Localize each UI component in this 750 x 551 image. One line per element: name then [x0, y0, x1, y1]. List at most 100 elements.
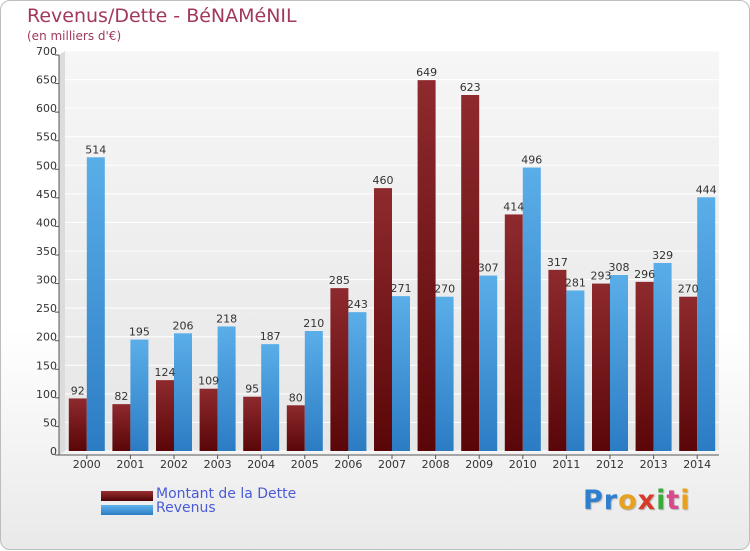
- value-label-revenus-2003: 218: [216, 312, 237, 325]
- bar-debt-2002: [156, 380, 174, 451]
- bar-revenus-2002: [174, 333, 192, 451]
- value-label-debt-2001: 82: [114, 390, 128, 403]
- bars: [68, 80, 716, 452]
- logo-letter: t: [666, 485, 681, 516]
- bar-debt-2010: [504, 214, 523, 451]
- bar-revenus-2013: [653, 263, 672, 451]
- x-tick-label-2006: 2006: [334, 458, 362, 471]
- y-tick-label-550: 550: [36, 131, 57, 144]
- x-tick-label-2004: 2004: [247, 458, 275, 471]
- y-tick-label-200: 200: [36, 331, 57, 344]
- bar-revenus-2006: [348, 312, 367, 451]
- bar-debt-2012: [592, 283, 610, 451]
- bar-debt-2007: [374, 188, 392, 451]
- logo-letter: x: [637, 485, 657, 516]
- logo-letter: r: [603, 485, 619, 516]
- value-label-revenus-2004: 187: [260, 330, 281, 343]
- y-tick-label-50: 50: [43, 416, 57, 429]
- y-tick-label-400: 400: [36, 216, 57, 229]
- x-tick-label-2012: 2012: [596, 458, 624, 471]
- chart-subtitle: (en milliers d'€): [27, 29, 122, 43]
- y-tick-label-250: 250: [36, 302, 57, 315]
- value-label-debt-2006: 285: [329, 274, 350, 287]
- bar-debt-2011: [548, 269, 567, 451]
- bar-revenus-2009: [479, 275, 498, 451]
- legend-swatch-revenus: [101, 505, 153, 515]
- x-tick-label-2013: 2013: [640, 458, 668, 471]
- x-tick-label-2008: 2008: [422, 458, 450, 471]
- bar-revenus-2011: [566, 290, 585, 451]
- bar-revenus-2003: [217, 326, 236, 451]
- value-label-revenus-2006: 243: [347, 298, 368, 311]
- bar-revenus-2012: [610, 275, 628, 451]
- value-label-debt-2011: 317: [547, 256, 568, 269]
- bar-revenus-2001: [130, 339, 149, 451]
- x-tick-label-2009: 2009: [465, 458, 493, 471]
- value-label-revenus-2008: 270: [434, 283, 455, 296]
- value-label-revenus-2000: 514: [85, 143, 106, 156]
- legend-label-revenus: Revenus: [156, 500, 216, 516]
- bar-revenus-2004: [261, 344, 280, 451]
- value-label-revenus-2007: 271: [391, 282, 412, 295]
- x-tick-label-2002: 2002: [160, 458, 188, 471]
- value-label-debt-2010: 414: [503, 200, 524, 213]
- logo-letter: i: [680, 485, 691, 516]
- bar-revenus-2008: [435, 296, 454, 451]
- logo-letter: i: [656, 485, 667, 516]
- y-tick-label-150: 150: [36, 359, 57, 372]
- value-label-revenus-2009: 307: [478, 262, 499, 275]
- x-tick-label-2007: 2007: [378, 458, 406, 471]
- y-tick-label-650: 650: [36, 74, 57, 87]
- value-labels: 92 82 124 109 95 80 285 460 649 623 414 317 293 296 27…: [71, 66, 717, 404]
- y-tick-label-600: 600: [36, 102, 57, 115]
- value-label-debt-2014: 270: [678, 283, 699, 296]
- x-tick-label-2001: 2001: [116, 458, 144, 471]
- bar-revenus-2014: [697, 197, 716, 451]
- value-label-debt-2012: 293: [591, 270, 612, 283]
- value-label-debt-2008: 649: [416, 66, 437, 79]
- axes: 0 50 100 150 200 250 300 350 400 450 500 550 600 650 7…: [36, 45, 719, 471]
- bar-debt-2003: [199, 388, 218, 451]
- logo-letter: o: [618, 485, 638, 516]
- bar-revenus-2000: [86, 157, 105, 452]
- x-tick-label-2014: 2014: [683, 458, 711, 471]
- y-tick-label-300: 300: [36, 274, 57, 287]
- y-tick-label-450: 450: [36, 188, 57, 201]
- y-tick-label-350: 350: [36, 245, 57, 258]
- value-label-revenus-2012: 308: [609, 261, 630, 274]
- bar-debt-2001: [112, 404, 131, 451]
- value-label-debt-2013: 296: [634, 268, 655, 281]
- y-tick-label-0: 0: [50, 445, 57, 458]
- bar-revenus-2005: [304, 331, 323, 451]
- bar-debt-2009: [461, 95, 480, 451]
- bar-debt-2008: [417, 80, 436, 452]
- proxiti-logo: Proxiti: [583, 485, 691, 516]
- x-tick-label-2011: 2011: [552, 458, 580, 471]
- x-tick-label-2005: 2005: [291, 458, 319, 471]
- bar-debt-2005: [286, 405, 305, 451]
- y-tick-label-100: 100: [36, 388, 57, 401]
- legend-label-debt: Montant de la Dette: [156, 486, 297, 502]
- value-label-debt-2000: 92: [71, 384, 85, 397]
- bar-debt-2014: [679, 296, 698, 451]
- y-tick-label-700: 700: [36, 45, 57, 58]
- chart-title: Revenus/Dette - BéNAMéNIL: [27, 5, 297, 27]
- logo-letter: P: [583, 485, 604, 516]
- value-label-revenus-2005: 210: [303, 317, 324, 330]
- bar-revenus-2007: [392, 296, 410, 451]
- legend-swatch-debt: [101, 491, 153, 501]
- x-tick-label-2003: 2003: [204, 458, 232, 471]
- value-label-debt-2007: 460: [373, 174, 394, 187]
- bar-debt-2006: [330, 288, 349, 451]
- y-tick-label-500: 500: [36, 159, 57, 172]
- bar-debt-2004: [243, 396, 262, 451]
- value-label-revenus-2013: 329: [652, 249, 673, 262]
- x-tick-label-2000: 2000: [73, 458, 101, 471]
- value-label-debt-2002: 124: [155, 366, 176, 379]
- value-label-debt-2005: 80: [289, 391, 303, 404]
- value-label-revenus-2011: 281: [565, 276, 586, 289]
- value-label-revenus-2014: 444: [696, 183, 717, 196]
- value-label-debt-2004: 95: [245, 383, 259, 396]
